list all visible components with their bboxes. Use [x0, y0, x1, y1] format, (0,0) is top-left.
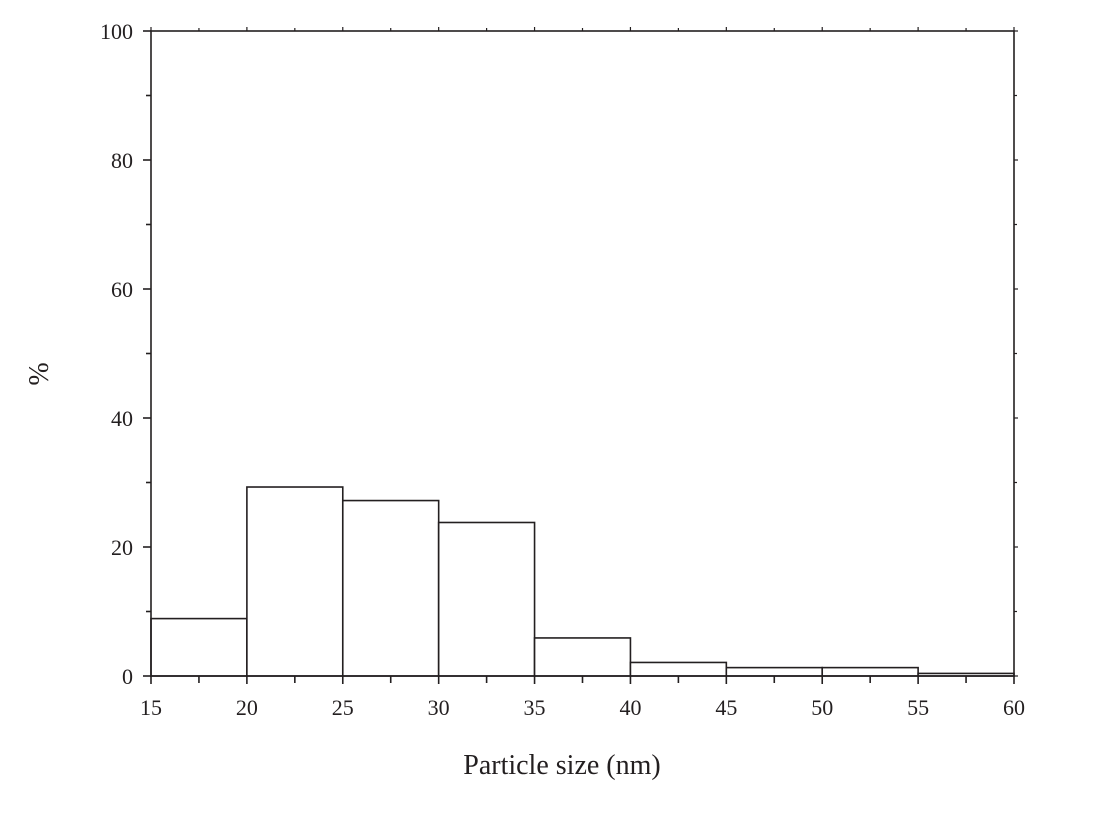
- x-tick-label: 50: [811, 695, 833, 720]
- histogram-bar: [437, 521, 536, 677]
- histogram-bar: [246, 486, 344, 677]
- x-tick-label: 15: [140, 695, 162, 720]
- x-tick-label: 25: [332, 695, 354, 720]
- y-tick-label: 100: [100, 19, 133, 44]
- plot-frame: [150, 30, 1015, 677]
- x-axis-label: Particle size (nm): [463, 750, 660, 781]
- y-tick-label: 60: [111, 277, 133, 302]
- y-tick-label: 20: [111, 535, 133, 560]
- y-axis-label: %: [24, 362, 55, 385]
- histogram-bar: [341, 499, 440, 677]
- histogram-bar: [629, 661, 728, 677]
- y-tick-label: 0: [122, 664, 133, 689]
- x-tick-label: 40: [619, 695, 641, 720]
- y-tick-label: 80: [111, 148, 133, 173]
- histogram-bar: [821, 666, 919, 677]
- bars-layer: [150, 486, 1015, 677]
- x-tick-labels: 15 20 25 30 35 40 45 50 55 60: [140, 695, 1025, 720]
- histogram-bar: [533, 637, 632, 677]
- histogram-bar: [725, 666, 824, 677]
- histogram-bar: [150, 617, 248, 677]
- x-tick-label: 35: [524, 695, 546, 720]
- x-tick-label: 20: [236, 695, 258, 720]
- x-tick-label: 60: [1003, 695, 1025, 720]
- x-tick-label: 30: [428, 695, 450, 720]
- x-tick-label: 45: [715, 695, 737, 720]
- x-tick-label: 55: [907, 695, 929, 720]
- y-tick-label: 40: [111, 406, 133, 431]
- y-tick-labels: 0 20 40 60 80 100: [100, 19, 133, 689]
